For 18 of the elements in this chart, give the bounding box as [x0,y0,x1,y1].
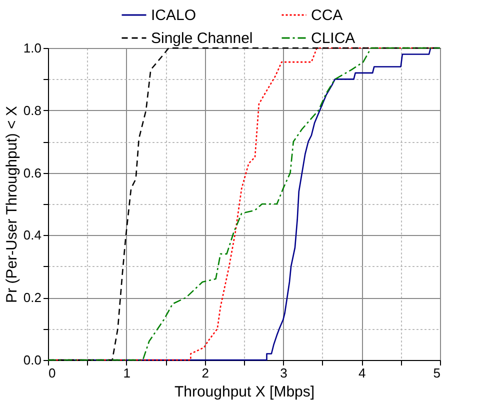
y-tick-label: 0.6 [23,165,42,180]
x-tick-label: 5 [433,366,440,380]
x-tick-label: 2 [202,366,209,380]
legend-label: ICALO [151,7,196,24]
y-axis-title: Pr (Per-User Throughput) < X [3,106,20,303]
legend-label: Single Channel [151,30,253,47]
x-axis-title: Throughput X [Mbps] [174,384,315,400]
y-tick-label: 0.4 [23,228,42,243]
x-tick-label: 3 [280,366,288,380]
x-tick-label: 0 [48,366,56,380]
y-tick-label: 0.2 [23,290,42,306]
y-tick-label: 1.0 [23,40,42,56]
y-tick-label: 0.8 [23,102,42,118]
y-tick-label: 0.0 [23,352,42,368]
legend-label: CCA [311,7,343,24]
x-tick-label: 1 [123,366,131,380]
legend-label: CLICA [311,30,356,47]
x-tick-label: 4 [358,366,366,380]
